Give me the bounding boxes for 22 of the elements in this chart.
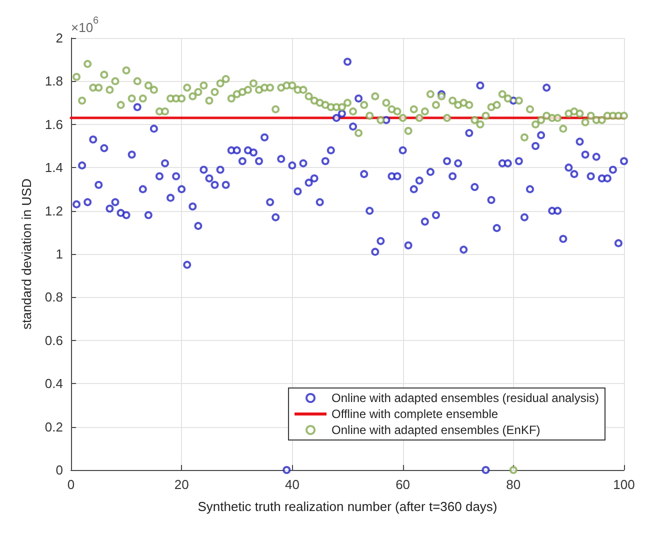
y-tick-label: 0 [56,462,63,478]
y-tick-label: 1.4 [44,160,63,176]
y-tick-label: 0.8 [44,290,63,305]
y-tick-label: 1.8 [44,74,63,89]
x-tick-label: 20 [174,477,189,492]
legend-label: Offline with complete ensemble [332,407,498,421]
x-tick-label: 0 [67,477,75,492]
y-tick-label: 1.2 [44,203,63,218]
y-tick-label: 0.2 [44,419,63,434]
x-tick-label: 80 [506,477,521,492]
y-axis-title: standard deviation in USD [19,178,34,330]
x-tick-label: 100 [613,477,635,492]
y-tick-label: 2 [56,30,63,46]
legend-label: Online with adapted ensembles (EnKF) [332,423,540,437]
x-tick-label: 40 [284,477,300,492]
y-tick-label: 0.6 [44,332,63,348]
x-axis-title: Synthetic truth realization number (after t=360 days) [198,499,498,514]
legend-label: Online with adapted ensembles (residual analysis) [332,391,600,405]
y-tick-label: 1 [56,246,63,262]
x-tick-label: 60 [396,477,410,492]
y-tick-label: 1.6 [44,116,63,132]
y-tick-label: 0.4 [44,376,63,392]
